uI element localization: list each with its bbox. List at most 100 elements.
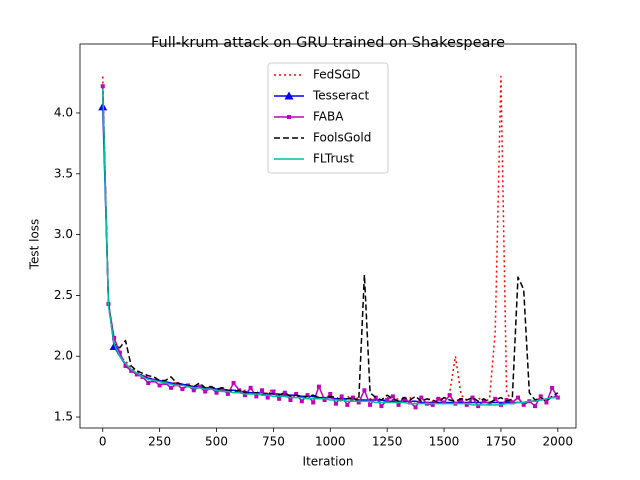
marker [402,396,407,401]
marker [550,385,555,390]
marker [242,393,247,398]
legend-label: FLTrust [313,152,354,166]
marker [299,399,304,404]
marker [464,402,469,407]
marker [413,405,418,410]
series-line [102,88,558,406]
x-tick-label: 1250 [372,435,403,449]
marker [208,385,213,390]
marker [311,400,316,405]
x-axis-label: Iteration [303,455,354,469]
marker [396,402,401,407]
marker [385,398,390,403]
marker [345,402,350,407]
marker [231,380,236,385]
marker [533,404,538,409]
y-tick-label: 2.0 [54,349,73,363]
x-tick-label: 500 [205,435,228,449]
marker [515,395,520,400]
marker [510,400,515,405]
marker [225,391,230,396]
marker [316,384,321,389]
x-tick-label: 0 [99,435,107,449]
marker [305,393,310,398]
series-line [102,88,559,404]
marker [390,394,395,399]
marker [288,398,293,403]
marker [419,395,424,400]
marker [294,391,299,396]
marker [277,396,282,401]
y-tick-label: 1.5 [54,410,73,424]
x-tick-label: 250 [148,435,171,449]
y-tick-label: 4.0 [54,105,73,119]
y-tick-label: 3.5 [54,166,73,180]
plot-frame [79,43,577,429]
y-tick-label: 2.5 [54,288,73,302]
marker [117,350,122,355]
marker [538,394,543,399]
marker [100,84,105,89]
x-tick-label: 1000 [315,435,346,449]
marker [123,363,128,368]
marker [254,394,259,399]
legend-marker [287,115,291,119]
marker [351,395,356,400]
marker [328,391,333,396]
legend-label: FABA [313,110,344,124]
marker [174,382,179,387]
legend-label: FoolsGold [313,131,371,145]
marker [260,388,265,393]
x-tick-label: 1750 [486,435,517,449]
marker [339,394,344,399]
chart-title: Full-krum attack on GRU trained on Shake… [151,35,505,51]
x-tick-label: 2000 [543,435,574,449]
marker [521,402,526,407]
marker [356,400,361,405]
marker [203,389,208,394]
legend-label: Tesseract [312,89,369,103]
marker [129,368,134,373]
marker [476,404,481,409]
legend-label: FedSGD [313,68,360,82]
marker [504,398,509,403]
marker [191,388,196,393]
y-tick-label: 3.0 [54,227,73,241]
marker [379,404,384,409]
marker [447,393,452,398]
marker [282,390,287,395]
marker [368,402,373,407]
marker [197,384,202,389]
marker [322,398,327,403]
marker [407,400,412,405]
marker [180,387,185,392]
marker [333,401,338,406]
marker [442,400,447,405]
marker [157,383,162,388]
marker [112,335,117,340]
marker [436,396,441,401]
marker [265,395,270,400]
marker [459,398,464,403]
marker [146,380,151,385]
marker [169,385,174,390]
legend-box [267,62,389,174]
marker [487,401,492,406]
marker [220,387,225,392]
x-tick-label: 1500 [429,435,460,449]
marker [544,400,549,405]
legend-marker [284,91,294,100]
marker [214,390,219,395]
marker [362,388,367,393]
x-tick-label: 750 [262,435,285,449]
marker [271,389,276,394]
y-axis-label: Test loss [28,219,42,271]
marker [493,396,498,401]
marker [481,399,486,404]
marker [248,385,253,390]
marker [430,402,435,407]
marker [134,372,139,377]
marker [470,395,475,400]
